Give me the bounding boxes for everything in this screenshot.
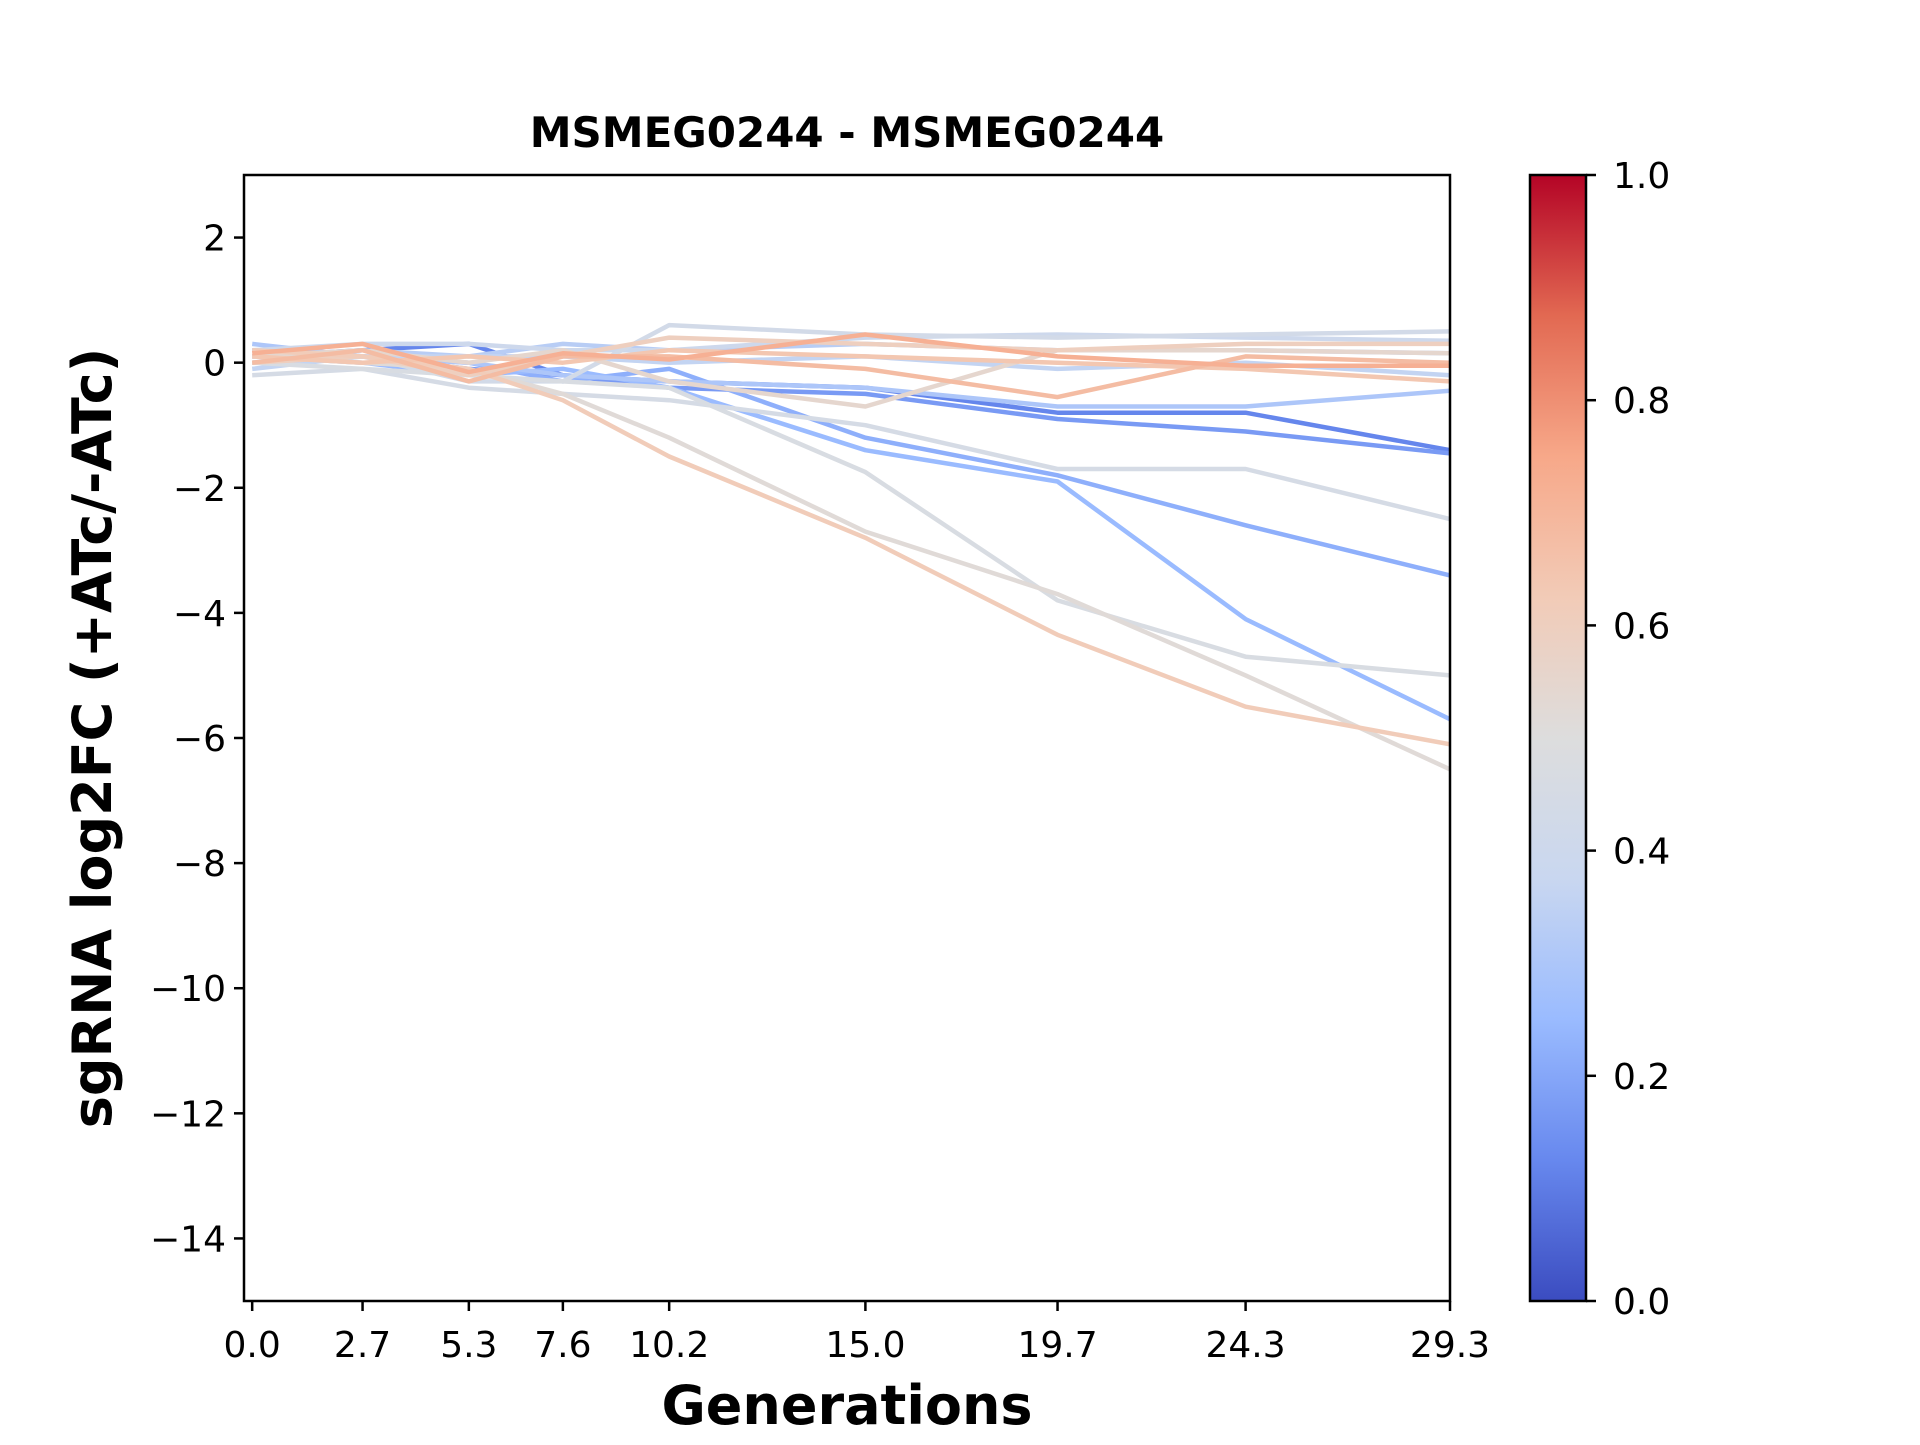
- y-tick-label: −2: [173, 469, 226, 510]
- series-line-10: [252, 366, 1450, 522]
- x-tick-label: 7.6: [534, 1325, 591, 1366]
- x-tick-label: 2.7: [334, 1325, 391, 1366]
- chart-title: MSMEG0244 - MSMEG0244: [530, 108, 1164, 157]
- y-axis-label: sgRNA log2FC (+ATc/-ATc): [61, 348, 124, 1129]
- colorbar-tick-label: 0.0: [1613, 1282, 1670, 1323]
- series-line-17: [251, 347, 1450, 400]
- colorbar-tick-label: 0.8: [1613, 381, 1670, 422]
- series-lines: [251, 322, 1450, 772]
- y-tick-label: −6: [173, 719, 226, 760]
- colorbar-frame: [1528, 173, 1588, 1303]
- x-tick-label: 29.3: [1410, 1325, 1490, 1366]
- series-line-18: [252, 332, 1450, 375]
- x-tick-label: 24.3: [1206, 1325, 1286, 1366]
- series-line-11: [252, 360, 1450, 678]
- x-tick-label: 5.3: [440, 1325, 497, 1366]
- x-tick-label: 15.0: [825, 1325, 905, 1366]
- series-line-4: [252, 354, 1450, 722]
- y-tick-label: 0: [203, 344, 226, 385]
- x-tick-label: 10.2: [629, 1325, 709, 1366]
- y-tick-label: −12: [150, 1094, 226, 1135]
- y-tick-label: 2: [203, 219, 226, 260]
- colorbar-tick-label: 1.0: [1613, 156, 1670, 197]
- colorbar-gradient: [1530, 175, 1586, 1301]
- colorbar-tick-label: 0.4: [1613, 832, 1670, 873]
- x-tick-label: 19.7: [1017, 1325, 1097, 1366]
- y-tick-label: −10: [150, 969, 226, 1010]
- y-tick-label: −14: [150, 1219, 226, 1260]
- colorbar-tick-label: 0.6: [1613, 606, 1670, 647]
- y-axis-ticks: 2 0 −2 −4 −6 −8 −10 −12 −14: [150, 219, 244, 1260]
- y-tick-label: −8: [173, 844, 226, 885]
- x-axis-label: Generations: [661, 1374, 1032, 1437]
- colorbar-tick-label: 0.2: [1613, 1057, 1670, 1098]
- x-tick-label: 0.0: [224, 1325, 281, 1366]
- x-axis-ticks: 0.0 2.7 5.3 7.6 10.2 15.0 19.7 24.3 29.3: [224, 1301, 1490, 1366]
- colorbar-ticks: 0.0 0.2 0.4 0.6 0.8 1.0: [1586, 156, 1670, 1323]
- y-tick-label: −4: [173, 594, 226, 635]
